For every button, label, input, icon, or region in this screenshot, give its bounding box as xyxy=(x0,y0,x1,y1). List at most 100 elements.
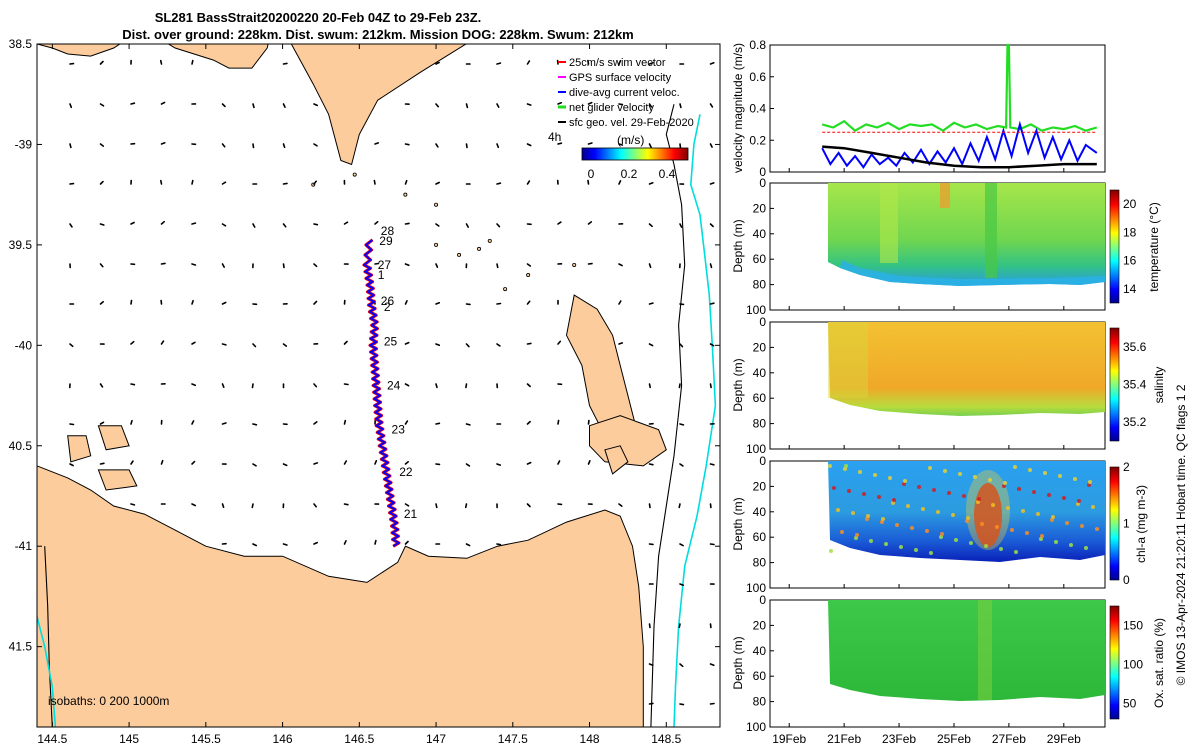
sfc-velocity-arrow xyxy=(557,460,561,465)
sfc-velocity-arrow xyxy=(313,143,318,147)
title-line-2: Dist. over ground: 228km. Dist. swum: 21… xyxy=(122,27,634,42)
sfc-velocity-arrow xyxy=(130,102,136,105)
chla-dot xyxy=(836,508,840,512)
sfc-velocity-arrow xyxy=(709,543,715,546)
sfc-velocity-arrow xyxy=(252,423,258,426)
sfc-velocity-arrow xyxy=(221,383,225,389)
sfc-velocity-arrow xyxy=(618,342,624,345)
chla-dot xyxy=(869,539,873,543)
oxygen-streak xyxy=(978,600,992,700)
sfc-velocity-arrow xyxy=(374,221,379,225)
colorbar-tick-label: 2 xyxy=(1123,460,1130,474)
sfc-velocity-arrow xyxy=(709,302,715,305)
chla-dot xyxy=(943,469,947,473)
chla-dot xyxy=(1014,550,1018,554)
sfc-velocity-arrow xyxy=(648,702,654,705)
sfc-velocity-arrow xyxy=(557,419,560,425)
sfc-velocity-arrow xyxy=(69,463,74,467)
chla-dot xyxy=(1047,493,1051,497)
chla-dot xyxy=(940,532,944,536)
sfc-velocity-arrow xyxy=(496,143,500,149)
chla-dot xyxy=(969,541,973,545)
sfc-velocity-arrow xyxy=(343,419,347,425)
day-label: 23 xyxy=(392,423,406,437)
chla-bloom-halo xyxy=(966,470,1010,550)
chla-dot xyxy=(947,491,951,495)
chla-dot xyxy=(1073,477,1077,481)
legend-scale-label: 4h xyxy=(548,130,561,144)
sfc-velocity-arrow xyxy=(526,503,531,508)
sfc-velocity-arrow xyxy=(618,263,623,267)
islet xyxy=(572,262,577,267)
sfc-velocity-arrow xyxy=(709,61,715,65)
depth-tick-label: 20 xyxy=(753,340,767,354)
sfc-velocity-arrow xyxy=(679,423,685,426)
depth-tick-label: 20 xyxy=(753,201,767,215)
sfc-velocity-arrow xyxy=(709,263,713,269)
oxygen-clabel: Ox. sat. ratio (%) xyxy=(1152,618,1166,708)
glider-track xyxy=(362,238,401,548)
sfc-velocity-arrow xyxy=(709,383,712,389)
sfc-velocity-arrow xyxy=(465,423,471,426)
map-x-tick-label: 145.5 xyxy=(191,732,221,746)
chla-ylabel: Depth (m) xyxy=(731,497,745,550)
velocity-tick-label: 0.6 xyxy=(749,70,766,84)
sfc-velocity-arrow xyxy=(465,543,471,547)
chla-dot xyxy=(851,511,855,515)
sfc-velocity-arrow xyxy=(191,222,197,225)
salinity-ylabel: Depth (m) xyxy=(731,358,745,411)
temperature-panel: 0 20 40 60 80 100 Depth (m) 14 16 18 20 temperat… xyxy=(731,176,1161,317)
chla-dot xyxy=(858,470,862,474)
sfc-velocity-arrow xyxy=(526,263,532,267)
map-y-tick-label: -40 xyxy=(15,338,33,352)
title-line-1: SL281 BassStrait20200220 20-Feb 04Z to 2… xyxy=(155,10,482,25)
sfc-velocity-arrow xyxy=(648,383,652,389)
velocity-lines xyxy=(821,43,1098,169)
colorbar-tick-label: 50 xyxy=(1123,696,1137,710)
sfc-velocity-arrow xyxy=(160,101,166,105)
legend-current: dive-avg current veloc. xyxy=(569,87,680,99)
sfc-velocity-arrow xyxy=(526,143,532,147)
velocity-tick-label: 0 xyxy=(759,165,766,179)
depth-tick-label: 100 xyxy=(746,581,766,595)
colorbar-unit: (m/s) xyxy=(617,133,644,147)
map-y-tick-label: -39 xyxy=(15,137,33,151)
sfc-velocity-arrow xyxy=(373,179,376,185)
depth-tick-label: 100 xyxy=(746,442,766,456)
day-label: 25 xyxy=(384,334,398,348)
oxygen-colorbar xyxy=(1109,605,1120,720)
date-tick-label: 23Feb xyxy=(882,732,916,746)
chla-dot xyxy=(866,514,870,518)
sfc-velocity-arrow xyxy=(99,60,104,65)
chla-dot xyxy=(966,516,970,520)
velocity-series-line xyxy=(822,145,1097,169)
map-legend: 25cm/s swim vector GPS surface velocity … xyxy=(548,57,694,181)
sfc-velocity-arrow xyxy=(313,180,318,185)
islet xyxy=(526,273,531,278)
sfc-velocity-arrow xyxy=(465,143,468,149)
map-y-tick-label: 39.5 xyxy=(9,238,33,252)
sfc-velocity-arrow xyxy=(557,340,562,345)
chla-dot xyxy=(1032,490,1036,494)
chla-dot xyxy=(980,522,984,526)
sfc-velocity-arrow xyxy=(587,142,593,145)
islet xyxy=(457,252,462,257)
chla-colorbar xyxy=(1109,466,1120,581)
depth-tick-label: 20 xyxy=(753,479,767,493)
velocity-ticks: 0 0.2 0.4 0.6 0.8 xyxy=(749,38,774,179)
sfc-velocity-arrow xyxy=(709,702,715,705)
sfc-velocity-arrow xyxy=(221,301,227,305)
salinity-colorbar xyxy=(1109,327,1120,442)
temperature-warm-patch xyxy=(940,183,950,208)
isobath-1000m xyxy=(673,114,717,727)
chla-dot xyxy=(1062,496,1066,500)
sfc-velocity-arrow xyxy=(648,143,652,148)
chla-dot xyxy=(929,551,933,555)
sfc-velocity-arrow xyxy=(526,300,531,305)
chla-dot xyxy=(903,479,907,483)
chla-dots xyxy=(828,464,1099,555)
sfc-velocity-arrow xyxy=(648,182,654,185)
sfc-velocity-arrow xyxy=(374,142,380,145)
sfc-velocity-arrow xyxy=(557,142,563,145)
sfc-velocity-arrow xyxy=(435,223,440,227)
